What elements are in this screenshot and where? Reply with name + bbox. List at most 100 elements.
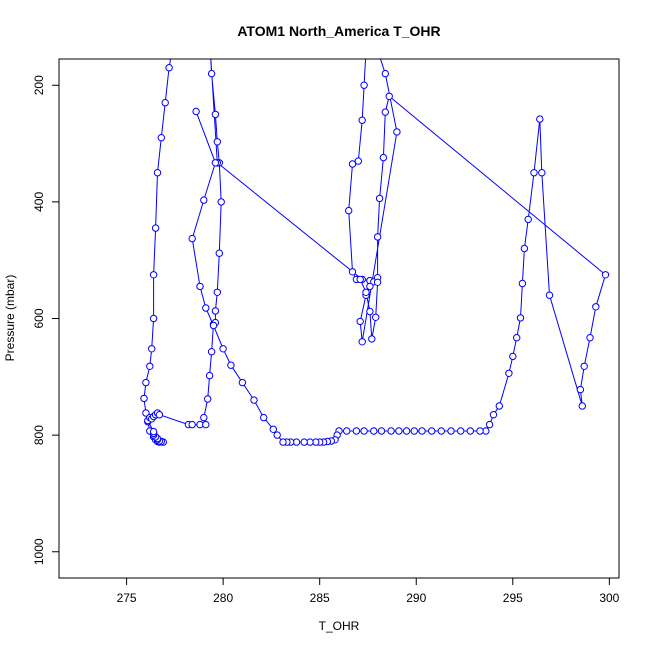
data-point [213,288,222,296]
data-point [393,128,401,136]
data-point [366,282,374,291]
data-point [536,115,544,123]
y-axis-label: Pressure (mbar) [3,275,17,362]
data-point [358,338,366,346]
plot-area [140,59,610,446]
data-point [513,334,521,342]
data-point [437,427,445,435]
data-point [379,153,388,162]
chart-title: ATOM1 North_America T_OHR [237,23,440,39]
data-point [578,402,586,410]
data-point [227,361,235,369]
data-point [343,427,351,435]
x-tick-label: 275 [117,591,137,605]
data-point [142,378,150,387]
data-point [428,427,436,435]
data-point [370,427,378,435]
data-point [516,314,525,322]
data-point [348,160,357,168]
data-point [387,427,395,435]
data-point [207,69,216,78]
data-point [211,159,220,167]
x-tick-label: 295 [503,591,523,605]
data-point [260,413,268,422]
data-point [250,396,258,404]
data-point [524,215,532,224]
data-point [538,169,546,177]
data-point [586,334,594,342]
data-point [279,438,287,446]
data-point [207,348,216,356]
data-point [373,233,382,241]
data-point [148,345,156,353]
x-tick-label: 290 [406,591,426,605]
data-point [202,304,210,312]
x-tick-label: 285 [310,591,330,605]
data-point [385,92,393,101]
data-point [165,64,173,72]
data-point [372,313,380,321]
x-tick-label: 300 [599,591,619,605]
data-point [580,362,588,370]
data-point [545,291,554,299]
data-point [269,425,277,433]
data-point [601,271,610,279]
data-point [377,427,386,435]
data-point [495,402,503,410]
x-tick-label: 280 [213,591,233,605]
y-tick-label: 800 [32,425,46,445]
data-point [238,378,247,387]
data-point [202,420,210,429]
data-point [395,427,403,435]
data-point [345,206,353,215]
data-point [273,431,281,439]
data-point [402,427,411,435]
data-point [373,278,382,286]
data-point [300,438,308,446]
data-point [140,394,148,403]
data-point [196,282,204,291]
data-point [375,194,384,203]
data-point [192,107,200,116]
data-point [381,69,389,78]
data-point [153,169,162,177]
data-point [489,411,498,419]
data-point [509,352,517,361]
data-point [142,409,150,417]
data-point [356,317,364,326]
data-point [155,411,164,419]
data-point [188,234,196,243]
data-point [418,427,426,435]
data-point [215,249,224,257]
data-point [381,108,389,116]
data-point [410,427,418,435]
data-point [520,244,529,253]
y-tick-label: 200 [32,75,46,95]
data-point [205,371,214,380]
data-point [219,345,227,353]
data-point [360,81,368,89]
data-point [200,196,208,204]
data-point [576,385,585,394]
data-point [149,427,158,436]
data-point [200,413,208,422]
data-point [211,110,220,119]
data-point [485,420,494,429]
data-point [161,99,169,107]
data-point [505,369,513,377]
data-point [354,157,362,165]
data-point [530,169,538,177]
data-point [518,279,527,288]
data-point [362,288,370,296]
data-point [213,138,222,146]
data-point [149,271,158,279]
data-point [146,362,154,370]
data-point [151,224,160,232]
data-point [466,427,474,435]
data-point [348,268,357,276]
data-point [592,303,600,311]
data-point [457,427,465,435]
data-point [352,427,361,435]
data-point [368,335,376,343]
